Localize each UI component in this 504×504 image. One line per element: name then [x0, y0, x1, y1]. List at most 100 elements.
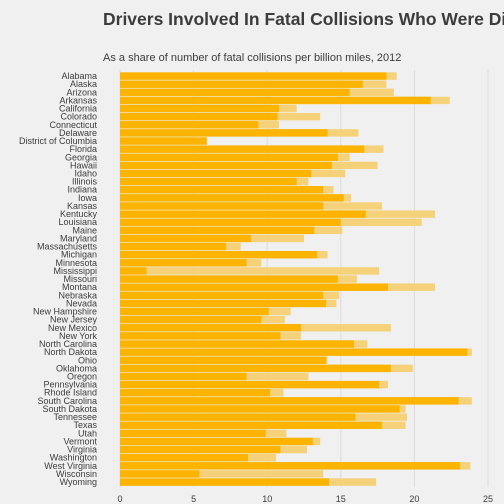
category-label: Montana: [62, 282, 97, 292]
category-label: Idaho: [74, 169, 97, 179]
category-label: Utah: [78, 428, 97, 438]
bar-distracted: [120, 267, 147, 275]
category-label: Iowa: [78, 193, 97, 203]
bar-distracted: [120, 413, 356, 421]
category-label: North Dakota: [44, 347, 97, 357]
category-label: Kentucky: [60, 209, 98, 219]
category-label: Tennessee: [53, 412, 97, 422]
x-tick-label: 0: [117, 494, 122, 504]
bar-distracted: [120, 340, 355, 348]
bar-distracted: [120, 145, 365, 153]
category-label: Indiana: [67, 185, 97, 195]
category-label: Ohio: [78, 355, 97, 365]
category-label: Georgia: [65, 152, 97, 162]
bar-distracted: [120, 283, 388, 291]
category-label: Virginia: [67, 445, 97, 455]
bar-distracted: [120, 478, 330, 486]
category-label: Arkansas: [59, 95, 97, 105]
bar-distracted: [120, 137, 207, 145]
category-label: Wyoming: [60, 477, 97, 487]
bar-distracted: [120, 445, 281, 454]
category-label: Maine: [72, 225, 97, 235]
bar-distracted: [120, 372, 247, 381]
category-label: Massachusetts: [37, 242, 98, 252]
bar-distracted: [120, 315, 262, 324]
bar-distracted: [120, 275, 338, 283]
bar-distracted: [120, 177, 297, 186]
category-label: California: [59, 104, 97, 114]
category-label: Nevada: [66, 298, 97, 308]
bar-distracted: [120, 210, 366, 218]
category-label: Illinois: [72, 177, 98, 187]
bar-distracted: [120, 454, 249, 462]
x-tick-label: 5: [191, 494, 196, 504]
x-tick-label: 15: [336, 494, 346, 504]
bar-distracted: [120, 364, 391, 373]
category-label: South Carolina: [37, 396, 97, 406]
bar-distracted: [120, 161, 332, 170]
category-label: District of Columbia: [19, 136, 97, 146]
category-label: Arizona: [66, 87, 97, 97]
category-label: Maryland: [60, 233, 97, 243]
bar-total: [120, 267, 380, 275]
bar-distracted: [120, 259, 247, 267]
category-label: Louisiana: [58, 217, 97, 227]
category-label: Oregon: [67, 372, 97, 382]
category-label: Texas: [73, 420, 97, 430]
category-label: Vermont: [63, 436, 97, 446]
category-label: Minnesota: [55, 258, 97, 268]
category-label: Pennsylvania: [43, 380, 97, 390]
bar-distracted: [120, 234, 252, 243]
x-tick-label: 25: [483, 494, 493, 504]
bar-distracted: [120, 299, 327, 308]
bar-distracted: [120, 153, 338, 161]
category-label: Alabama: [61, 71, 97, 81]
category-label: Hawaii: [70, 160, 97, 170]
bar-distracted: [120, 80, 363, 88]
bar-distracted: [120, 121, 259, 129]
bar-distracted: [120, 194, 344, 202]
bar-distracted: [120, 421, 383, 429]
bar-distracted: [120, 356, 327, 364]
bar-distracted: [120, 389, 271, 397]
bar-distracted: [120, 307, 269, 316]
chart-subtitle: As a share of number of fatal collisions…: [103, 52, 402, 64]
bar-distracted: [120, 104, 279, 113]
bar-distracted: [120, 332, 281, 340]
category-label: Missouri: [63, 274, 97, 284]
bar-distracted: [120, 397, 459, 405]
category-label: Nebraska: [58, 290, 97, 300]
bar-distracted: [120, 72, 387, 80]
category-label: New Hampshire: [33, 307, 97, 317]
category-label: West Virginia: [44, 461, 97, 471]
bar-distracted: [120, 324, 302, 332]
bar-total: [120, 470, 324, 478]
bar-distracted: [120, 405, 400, 413]
chart-title: Drivers Involved In Fatal Collisions Who…: [103, 9, 504, 29]
category-label: Connecticut: [49, 120, 97, 130]
bar-distracted: [120, 470, 200, 478]
bar-distracted: [120, 242, 226, 251]
category-label: Washington: [50, 453, 97, 463]
bar-distracted: [120, 112, 278, 121]
bar-distracted: [120, 202, 324, 210]
category-label: Florida: [69, 144, 97, 154]
category-label: Alaska: [70, 79, 97, 89]
bar-distracted: [120, 129, 328, 137]
category-label: Michigan: [61, 250, 97, 260]
bar-distracted: [120, 251, 318, 259]
bar-distracted: [120, 218, 341, 226]
category-label: Delaware: [59, 128, 97, 138]
category-label: New York: [59, 331, 98, 341]
category-label: Kansas: [67, 201, 98, 211]
bar-distracted: [120, 226, 315, 235]
bar-distracted: [120, 348, 468, 356]
bar-distracted: [120, 380, 380, 389]
category-label: New Jersey: [50, 315, 98, 325]
category-label: Oklahoma: [56, 363, 97, 373]
bar-distracted: [120, 429, 266, 438]
bar-distracted: [120, 169, 312, 178]
category-label: Wisconsin: [56, 469, 97, 479]
bar-distracted: [120, 291, 324, 299]
